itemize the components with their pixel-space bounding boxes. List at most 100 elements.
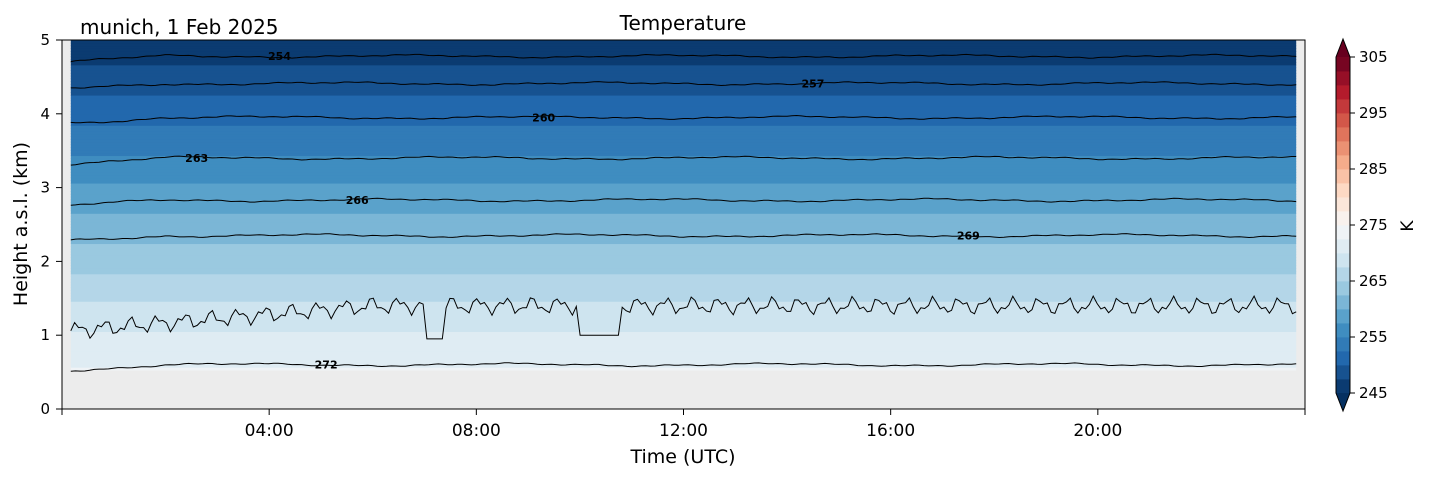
fill-band	[70, 105, 1297, 110]
chart-title: Temperature	[619, 11, 747, 35]
x-tick-label: 20:00	[1073, 421, 1122, 441]
x-tick-label: 16:00	[866, 421, 915, 441]
colorbar-segment	[1336, 295, 1350, 310]
fill-band	[70, 276, 1297, 280]
fill-band	[70, 207, 1297, 212]
fill-band	[70, 78, 1297, 82]
fill-band	[70, 119, 1297, 124]
colorbar-segment	[1336, 379, 1350, 394]
colorbar-tick-label: 275	[1359, 216, 1388, 234]
fill-band	[70, 100, 1297, 104]
fill-band	[70, 237, 1297, 242]
fill-band	[70, 61, 1297, 66]
colorbar-tick-label: 285	[1359, 160, 1388, 178]
fill-band	[70, 284, 1297, 289]
contour-line-263	[70, 155, 1297, 166]
colorbar-segment	[1336, 239, 1350, 254]
fill-band	[70, 273, 1297, 278]
fill-band	[70, 127, 1297, 132]
fill-band	[70, 270, 1297, 275]
fill-band	[70, 48, 1297, 52]
contour-line-272	[70, 362, 1297, 372]
contour-label-272: 272	[315, 359, 338, 372]
colorbar-ticks: 245 255 265 275 285 295 305	[1350, 48, 1388, 402]
fill-band	[70, 56, 1297, 60]
temperature-fill	[70, 40, 1297, 371]
fill-band	[70, 347, 1297, 352]
colorbar-tick-label: 305	[1359, 48, 1388, 66]
fill-band	[70, 210, 1297, 214]
colorbar-segment	[1336, 197, 1350, 212]
colorbar-segment	[1336, 113, 1350, 128]
fill-band	[70, 141, 1297, 146]
colorbar-segment	[1336, 155, 1350, 170]
fill-band	[70, 339, 1297, 343]
colorbar-tick-label: 295	[1359, 104, 1388, 122]
fill-band	[70, 358, 1297, 363]
colorbar-tick-label: 245	[1359, 384, 1388, 402]
fill-band	[70, 281, 1297, 286]
colorbar-tick-label: 265	[1359, 272, 1388, 290]
y-tick-label: 1	[40, 326, 50, 344]
contour-line-boundary	[70, 294, 1297, 340]
x-axis: 04:00 08:00 12:00 16:00 20:00	[61, 409, 1306, 441]
fill-band	[70, 262, 1297, 267]
fill-band	[70, 290, 1297, 294]
fill-band	[70, 226, 1297, 231]
fill-band	[70, 265, 1297, 269]
fill-band	[70, 353, 1297, 357]
fill-band	[70, 314, 1297, 319]
fill-band	[70, 268, 1297, 272]
colorbar-segment	[1336, 365, 1350, 380]
fill-band	[70, 122, 1297, 126]
fill-band	[70, 213, 1297, 217]
fill-band	[70, 298, 1297, 302]
fill-band	[70, 246, 1297, 250]
fill-band	[70, 86, 1297, 91]
contour-line-269	[70, 233, 1297, 241]
fill-band	[70, 248, 1297, 253]
fill-band	[70, 147, 1297, 151]
fill-band	[70, 202, 1297, 206]
y-tick-label: 0	[40, 400, 50, 418]
fill-band	[70, 108, 1297, 113]
colorbar-segment	[1336, 253, 1350, 268]
fill-band	[70, 163, 1297, 168]
fill-band	[70, 345, 1297, 349]
fill-band	[70, 130, 1297, 135]
fill-band	[70, 191, 1297, 195]
fill-band	[70, 70, 1297, 74]
fill-band	[70, 325, 1297, 330]
fill-band	[70, 83, 1297, 88]
fill-band	[70, 180, 1297, 184]
fill-band	[70, 364, 1297, 368]
colorbar-extend-min	[1336, 393, 1350, 411]
fill-band	[70, 97, 1297, 102]
colorbar-segment	[1336, 309, 1350, 324]
x-tick-label: 08:00	[452, 421, 501, 441]
y-axis-label: Height a.s.l. (km)	[10, 142, 32, 306]
fill-band	[70, 103, 1297, 107]
fill-band	[70, 323, 1297, 327]
y-tick-label: 3	[40, 179, 50, 197]
fill-band	[70, 45, 1297, 49]
y-tick-label: 5	[40, 31, 50, 49]
fill-band	[70, 334, 1297, 338]
fill-band	[70, 125, 1297, 129]
colorbar-segment	[1336, 323, 1350, 338]
fill-band	[70, 94, 1297, 99]
fill-band	[70, 356, 1297, 360]
fill-band	[70, 158, 1297, 162]
contour-lines	[70, 53, 1297, 372]
contour-label-266: 266	[346, 194, 369, 207]
y-axis: 0 1 2 3 4 5	[40, 31, 62, 418]
fill-band	[70, 331, 1297, 335]
fill-band	[70, 67, 1297, 71]
fill-band	[70, 218, 1297, 223]
fill-band	[70, 328, 1297, 332]
fill-band	[70, 279, 1297, 283]
fill-band	[70, 169, 1297, 173]
fill-band	[70, 254, 1297, 258]
colorbar-segment	[1336, 225, 1350, 240]
colorbar	[1335, 37, 1351, 413]
